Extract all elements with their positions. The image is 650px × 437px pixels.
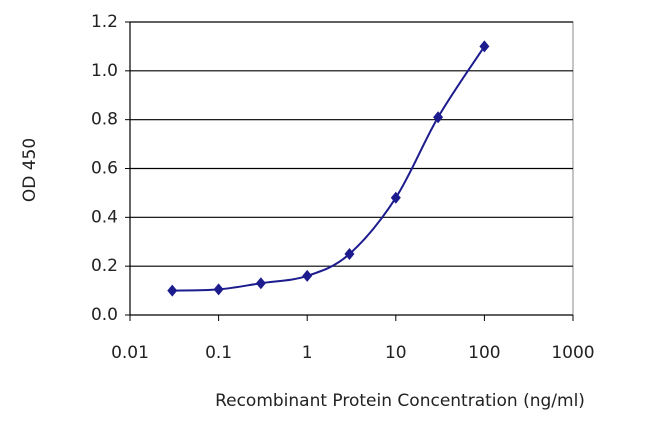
y-tick-label: 0.0: [91, 305, 118, 325]
data-point: [302, 269, 313, 282]
data-point: [433, 111, 444, 124]
x-tick-label: 100: [468, 343, 500, 363]
x-tick-label: 10: [385, 343, 407, 363]
y-tick-label: 0.2: [91, 256, 118, 276]
x-tick-label: 1000: [551, 343, 594, 363]
x-tick-label: 1: [302, 343, 313, 363]
y-tick-label: 0.4: [91, 207, 118, 227]
data-point: [213, 283, 224, 296]
data-point: [167, 284, 178, 297]
x-axis-label: Recombinant Protein Concentration (ng/ml…: [215, 391, 585, 411]
x-tick-label: 0.01: [111, 343, 149, 363]
y-axis-label: OD 450: [20, 138, 40, 202]
x-tick-label: 0.1: [205, 343, 232, 363]
data-point: [344, 247, 355, 260]
y-tick-label: 1.2: [91, 12, 118, 32]
y-tick-label: 1.0: [91, 61, 118, 81]
data-point: [255, 277, 266, 290]
y-tick-label: 0.8: [91, 110, 118, 130]
data-point: [479, 40, 490, 53]
y-tick-label: 0.6: [91, 159, 118, 179]
data-point: [390, 191, 401, 204]
